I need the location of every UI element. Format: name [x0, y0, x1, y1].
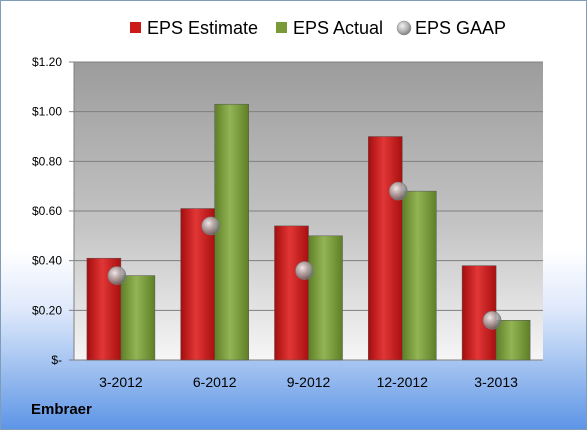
y-tick-label: $0.20 — [32, 303, 62, 317]
bar-eps-actual — [214, 103, 249, 361]
bar-eps-actual — [120, 275, 156, 361]
legend: EPS Estimate EPS Actual EPS GAAP — [130, 18, 506, 38]
legend-eps-actual: EPS Actual — [276, 18, 383, 38]
y-tick-label: $0.80 — [32, 154, 62, 168]
x-tick-label: 12-2012 — [377, 374, 429, 390]
y-tick-label: $- — [51, 353, 62, 367]
legend-eps-actual-label: EPS Actual — [293, 18, 383, 38]
marker-eps-gaap — [295, 261, 314, 280]
legend-eps-estimate: EPS Estimate — [130, 18, 258, 38]
bar-eps-estimate — [368, 136, 403, 361]
x-tick-label: 3-2012 — [99, 374, 143, 390]
marker-eps-gaap — [201, 216, 220, 236]
bar-eps-actual — [402, 190, 437, 361]
y-tick-label: $1.20 — [32, 55, 62, 69]
bar-eps-actual — [495, 320, 531, 361]
y-tick-label: $0.60 — [32, 204, 62, 218]
bar-eps-estimate — [274, 225, 309, 361]
legend-eps-estimate-swatch — [130, 22, 141, 33]
marker-eps-gaap — [107, 266, 127, 285]
x-axis-labels: 3-2012 6-2012 9-2012 12-2012 3-2013 — [99, 374, 518, 390]
y-axis-ticks: $- $0.20 $0.40 $0.60 $0.80 $1.00 $1.20 — [32, 55, 62, 367]
marker-eps-gaap — [482, 310, 502, 330]
gaap-markers — [107, 181, 502, 330]
legend-eps-estimate-label: EPS Estimate — [147, 18, 258, 38]
bar-eps-actual — [308, 235, 343, 361]
x-tick-label: 3-2013 — [474, 374, 518, 390]
legend-eps-gaap-label: EPS GAAP — [415, 18, 506, 38]
legend-eps-gaap: EPS GAAP — [396, 18, 506, 38]
y-tick-label: $0.40 — [32, 254, 62, 268]
x-tick-label: 6-2012 — [193, 374, 237, 390]
legend-eps-actual-swatch — [276, 22, 287, 33]
y-tick-label: $1.00 — [32, 105, 62, 119]
marker-eps-gaap — [388, 181, 408, 201]
x-tick-label: 9-2012 — [287, 374, 331, 390]
company-name: Embraer — [31, 401, 92, 418]
legend-eps-gaap-swatch — [396, 20, 412, 36]
